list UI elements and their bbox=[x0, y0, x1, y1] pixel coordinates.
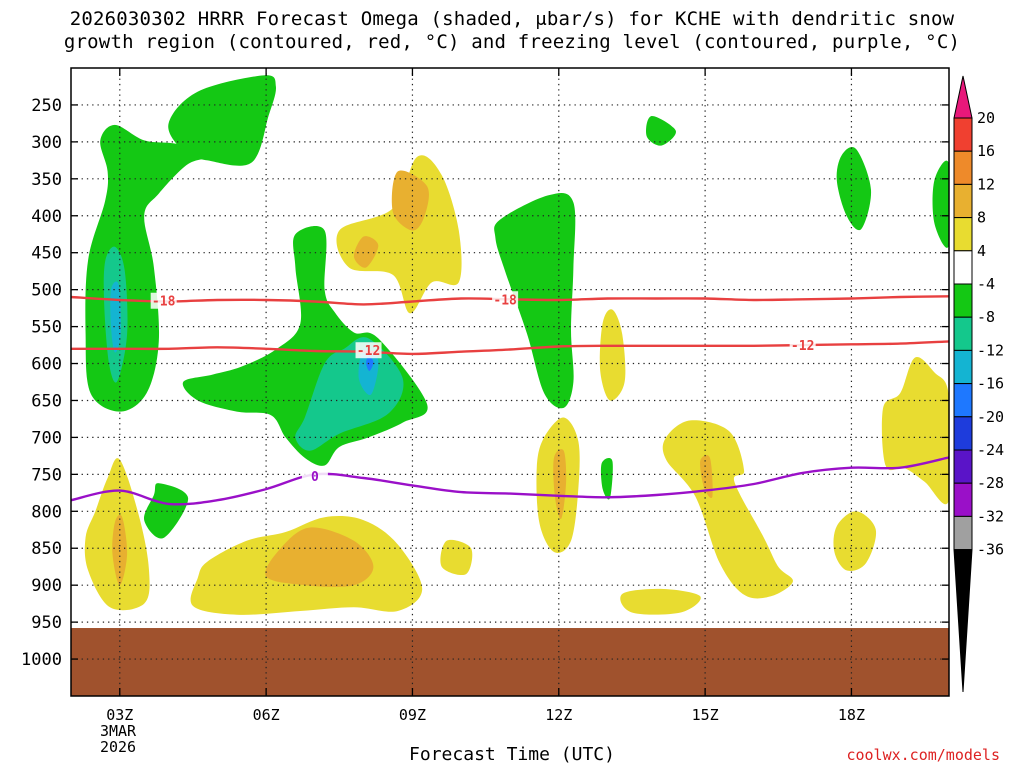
colorbar-label-9: -20 bbox=[977, 408, 1004, 426]
colorbar-label-10: -24 bbox=[977, 441, 1004, 459]
temperature-contours: -18 -18 -12 -12 0 bbox=[71, 291, 949, 506]
contour-label-bg bbox=[355, 342, 382, 359]
contour-label-2-0: 0 bbox=[311, 470, 319, 485]
colorbar-label-3: 8 bbox=[977, 209, 986, 227]
y-tick-label-300: 300 bbox=[31, 133, 62, 153]
x-tick-label-15: 15Z bbox=[692, 706, 719, 724]
colorbar-bin-12 bbox=[953, 482, 973, 517]
colorbar-arrow-bottom bbox=[953, 549, 973, 693]
x-date-label-day: 3MAR bbox=[99, 722, 137, 740]
omega-region-16 bbox=[353, 236, 379, 268]
y-tick-label-350: 350 bbox=[31, 170, 62, 190]
contour-label-bg bbox=[150, 292, 177, 309]
contour-label-0-0: -18 bbox=[152, 295, 176, 310]
x-axis-title: Forecast Time (UTC) bbox=[409, 744, 615, 765]
x-tick-label-18: 18Z bbox=[838, 706, 865, 724]
colorbar-bin-11 bbox=[953, 449, 973, 484]
colorbar-label-6: -8 bbox=[977, 308, 995, 326]
colorbar-label-5: -4 bbox=[977, 275, 995, 293]
omega-region-24 bbox=[599, 309, 626, 401]
colorbar-label-1: 16 bbox=[977, 142, 995, 160]
contour-label-bg bbox=[301, 467, 328, 484]
omega-region-29 bbox=[833, 511, 877, 571]
y-tick-label-450: 450 bbox=[31, 244, 62, 264]
contour-label-bg bbox=[492, 291, 519, 308]
y-tick-label-750: 750 bbox=[31, 465, 62, 485]
colorbar-bin-8 bbox=[953, 349, 973, 385]
y-tick-label-650: 650 bbox=[31, 391, 62, 411]
colorbar-label-7: -12 bbox=[977, 341, 1004, 359]
y-tick-label-250: 250 bbox=[31, 96, 62, 116]
omega-region-11 bbox=[836, 147, 872, 231]
chart-title-line1: 2026030302 HRRR Forecast Omega (shaded, … bbox=[69, 8, 955, 30]
colorbar-bin-1 bbox=[953, 117, 973, 152]
colorbar-label-13: -36 bbox=[977, 541, 1004, 559]
omega-region-21 bbox=[440, 539, 473, 576]
x-date-label-year: 2026 bbox=[99, 738, 137, 756]
colorbar: 20 16 12 8 4 -4 -8 -12 -16 -20 -24 -28 -32 -36 bbox=[953, 75, 1004, 693]
omega-region-25 bbox=[662, 420, 793, 599]
omega-region-23 bbox=[553, 449, 567, 519]
colorbar-bin-2 bbox=[953, 150, 973, 185]
omega-region-3 bbox=[168, 75, 277, 166]
colorbar-label-0: 20 bbox=[977, 109, 995, 127]
omega-region-8 bbox=[143, 483, 189, 539]
x-axis: 03Z 06Z 09Z 12Z 15Z 18Z bbox=[106, 68, 865, 724]
contour-label-1-1: -12 bbox=[791, 339, 814, 354]
colorbar-bin-3 bbox=[953, 183, 973, 219]
contour-label-0-1: -18 bbox=[493, 293, 517, 308]
omega-region-13 bbox=[600, 458, 613, 500]
colorbar-label-2: 12 bbox=[977, 175, 995, 193]
colorbar-bin-5 bbox=[953, 250, 973, 285]
ground-layer bbox=[71, 628, 949, 696]
y-axis: 250 300 350 400 450 500 550 600 650 700 750 800 850 9… bbox=[21, 96, 949, 670]
colorbar-label-8: -16 bbox=[977, 375, 1004, 393]
colorbar-label-12: -32 bbox=[977, 507, 1004, 525]
colorbar-arrow-top bbox=[953, 75, 973, 119]
omega-region-15 bbox=[391, 170, 429, 231]
omega-region-6 bbox=[358, 348, 379, 396]
omega-region-27 bbox=[620, 588, 701, 615]
omega-region-18 bbox=[112, 514, 128, 586]
colorbar-bin-7 bbox=[953, 316, 973, 351]
y-tick-label-550: 550 bbox=[31, 318, 62, 338]
contour-line-0 bbox=[71, 456, 949, 506]
y-tick-label-1000: 1000 bbox=[21, 650, 62, 670]
y-tick-label-950: 950 bbox=[31, 613, 62, 633]
y-tick-label-400: 400 bbox=[31, 207, 62, 227]
colorbar-label-11: -28 bbox=[977, 474, 1004, 492]
omega-region-14 bbox=[336, 155, 462, 314]
x-tick-label-9: 09Z bbox=[399, 706, 426, 724]
colorbar-bin-9 bbox=[953, 383, 973, 418]
y-tick-label-500: 500 bbox=[31, 281, 62, 301]
y-tick-label-850: 850 bbox=[31, 539, 62, 559]
omega-shading bbox=[84, 75, 949, 615]
omega-region-7 bbox=[366, 356, 374, 371]
x-tick-label-12: 12Z bbox=[545, 706, 572, 724]
y-tick-label-800: 800 bbox=[31, 502, 62, 522]
omega-region-12 bbox=[932, 160, 949, 248]
colorbar-bin-13 bbox=[953, 515, 973, 551]
y-tick-label-900: 900 bbox=[31, 576, 62, 596]
contour-label-bg bbox=[789, 337, 816, 354]
omega-region-20 bbox=[265, 527, 374, 587]
colorbar-bin-6 bbox=[953, 283, 973, 318]
omega-region-26 bbox=[700, 455, 713, 499]
y-tick-label-700: 700 bbox=[31, 428, 62, 448]
x-tick-label-3: 03Z bbox=[106, 706, 133, 724]
omega-region-10 bbox=[646, 115, 676, 146]
chart-title-line2: growth region (contoured, red, °C) and f… bbox=[63, 31, 961, 53]
colorbar-label-4: 4 bbox=[977, 242, 986, 260]
grid-lines bbox=[71, 68, 949, 696]
credit-text: coolwx.com/models bbox=[846, 746, 1000, 764]
y-tick-label-600: 600 bbox=[31, 355, 62, 375]
contour-label-1-0: -12 bbox=[357, 344, 380, 359]
colorbar-bin-10 bbox=[953, 416, 973, 451]
ground-fill bbox=[71, 628, 949, 696]
plot-frame bbox=[70, 67, 950, 697]
colorbar-bin-4 bbox=[953, 217, 973, 252]
x-tick-label-6: 06Z bbox=[253, 706, 280, 724]
